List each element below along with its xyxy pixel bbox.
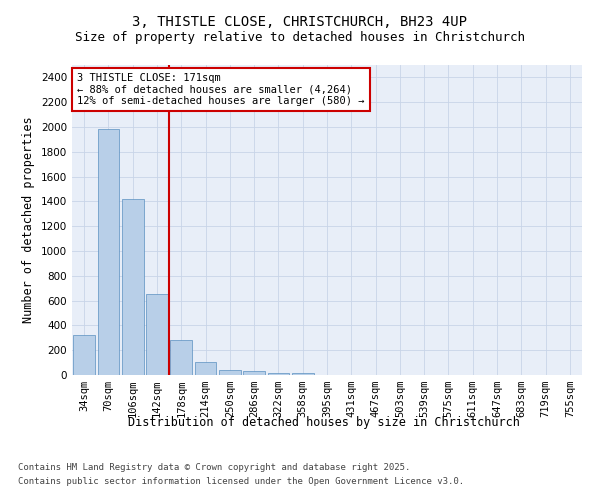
Bar xyxy=(170,340,192,375)
Text: Contains public sector information licensed under the Open Government Licence v3: Contains public sector information licen… xyxy=(18,476,464,486)
Bar xyxy=(194,362,217,375)
Bar xyxy=(97,130,119,375)
Text: Distribution of detached houses by size in Christchurch: Distribution of detached houses by size … xyxy=(128,416,520,429)
Bar xyxy=(268,372,289,375)
Text: 3, THISTLE CLOSE, CHRISTCHURCH, BH23 4UP: 3, THISTLE CLOSE, CHRISTCHURCH, BH23 4UP xyxy=(133,16,467,30)
Text: Size of property relative to detached houses in Christchurch: Size of property relative to detached ho… xyxy=(75,31,525,44)
Bar xyxy=(122,199,143,375)
Bar xyxy=(292,373,314,375)
Text: Contains HM Land Registry data © Crown copyright and database right 2025.: Contains HM Land Registry data © Crown c… xyxy=(18,463,410,472)
Bar xyxy=(243,372,265,375)
Bar xyxy=(73,334,95,375)
Text: 3 THISTLE CLOSE: 171sqm
← 88% of detached houses are smaller (4,264)
12% of semi: 3 THISTLE CLOSE: 171sqm ← 88% of detache… xyxy=(77,72,365,106)
Y-axis label: Number of detached properties: Number of detached properties xyxy=(22,116,35,324)
Bar xyxy=(146,294,168,375)
Bar xyxy=(219,370,241,375)
